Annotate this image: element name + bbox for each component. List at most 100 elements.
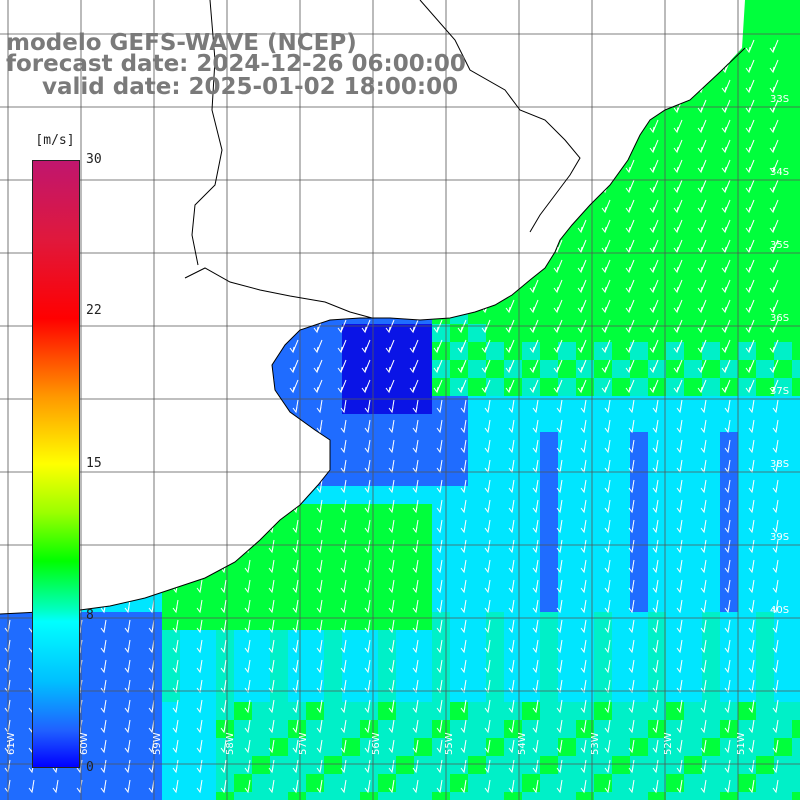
- wind-cell: [666, 720, 684, 738]
- wind-cell: [738, 216, 756, 234]
- wind-cell: [306, 756, 324, 774]
- wind-arrow: [100, 759, 107, 774]
- wind-arrow: [532, 539, 539, 554]
- wind-cell: [576, 522, 594, 540]
- wind-arrow: [412, 719, 419, 734]
- wind-cell: [648, 144, 666, 162]
- wind-cell: [594, 468, 612, 486]
- wind-cell: [702, 252, 720, 270]
- wind-arrow: [577, 259, 587, 274]
- lon-label: 59W: [152, 732, 163, 755]
- wind-cell: [702, 756, 720, 774]
- wind-arrow: [745, 159, 755, 174]
- wind-arrow: [721, 99, 731, 114]
- wind-arrow: [676, 719, 683, 734]
- wind-cell: [738, 306, 756, 324]
- wind-cell: [720, 162, 738, 180]
- wind-cell: [702, 396, 720, 414]
- wind-cell: [522, 684, 540, 702]
- wind-cell: [288, 684, 306, 702]
- wind-cell: [576, 648, 594, 666]
- wind-cell: [702, 450, 720, 468]
- wind-cell: [756, 396, 774, 414]
- wind-cell: [540, 450, 558, 468]
- wind-cell: [342, 774, 360, 792]
- wind-arrow: [172, 619, 179, 634]
- wind-cell: [702, 126, 720, 144]
- wind-arrow: [745, 219, 755, 234]
- wind-arrow: [721, 339, 731, 354]
- wind-arrow: [673, 199, 683, 214]
- wind-cell: [756, 180, 774, 198]
- wind-cell: [450, 342, 468, 360]
- wind-cell: [702, 738, 720, 756]
- wind-cell: [270, 558, 288, 576]
- wind-arrow: [724, 439, 731, 454]
- wind-cell: [252, 540, 270, 558]
- wind-cell: [684, 720, 702, 738]
- wind-cell: [486, 720, 504, 738]
- wind-cell: [504, 630, 522, 648]
- wind-arrow: [508, 559, 515, 574]
- wind-cell: [468, 396, 486, 414]
- wind-cell: [342, 648, 360, 666]
- wind-arrow: [100, 739, 107, 754]
- wind-cell: [216, 648, 234, 666]
- wind-arrow: [556, 639, 563, 654]
- wind-arrow: [436, 439, 443, 454]
- legend-unit: [m/s]: [30, 130, 80, 152]
- wind-arrow: [628, 519, 635, 534]
- wind-cell: [234, 576, 252, 594]
- wind-cell: [792, 108, 800, 126]
- wind-cell: [774, 306, 792, 324]
- wind-cell: [342, 576, 360, 594]
- title-model: modelo GEFS-WAVE (NCEP): [6, 30, 357, 56]
- lat-label: 37S: [770, 386, 789, 397]
- wind-cell: [792, 360, 800, 378]
- wind-cell: [504, 360, 522, 378]
- wind-arrow: [697, 259, 707, 274]
- wind-arrow: [412, 619, 419, 634]
- wind-arrow: [652, 779, 659, 794]
- wind-arrow: [433, 379, 443, 394]
- wind-arrow: [721, 179, 731, 194]
- wind-cell: [576, 630, 594, 648]
- wind-arrow: [697, 219, 707, 234]
- wind-arrow: [676, 739, 683, 754]
- wind-arrow: [220, 779, 227, 794]
- wind-cell: [792, 90, 800, 108]
- wind-arrow: [700, 639, 707, 654]
- wind-arrow: [388, 599, 395, 614]
- wind-cell: [666, 342, 684, 360]
- wind-cell: [630, 162, 648, 180]
- wind-arrow: [697, 139, 707, 154]
- wind-arrow: [748, 759, 755, 774]
- wind-cell: [756, 324, 774, 342]
- wind-arrow: [673, 119, 683, 134]
- wind-cell: [270, 756, 288, 774]
- wind-cell: [342, 558, 360, 576]
- wind-cell: [684, 126, 702, 144]
- wind-cell: [0, 648, 18, 666]
- wind-cell: [450, 792, 468, 800]
- wind-cell: [360, 486, 378, 504]
- wind-arrow: [604, 779, 611, 794]
- wind-cell: [792, 126, 800, 144]
- wind-arrow: [505, 299, 515, 314]
- wind-arrow: [529, 339, 539, 354]
- wind-arrow: [601, 359, 611, 374]
- wind-arrow: [604, 399, 611, 414]
- wind-cell: [756, 0, 774, 18]
- wind-cell: [738, 90, 756, 108]
- wind-arrow: [580, 419, 587, 434]
- wind-arrow: [244, 659, 251, 674]
- wind-cell: [270, 666, 288, 684]
- wind-arrow: [553, 359, 563, 374]
- wind-cell: [774, 108, 792, 126]
- wind-arrow: [364, 659, 371, 674]
- wind-arrow: [292, 519, 299, 534]
- wind-cell: [378, 756, 396, 774]
- wind-arrow: [292, 579, 299, 594]
- lon-label: 51W: [736, 732, 747, 755]
- wind-arrow: [313, 379, 323, 394]
